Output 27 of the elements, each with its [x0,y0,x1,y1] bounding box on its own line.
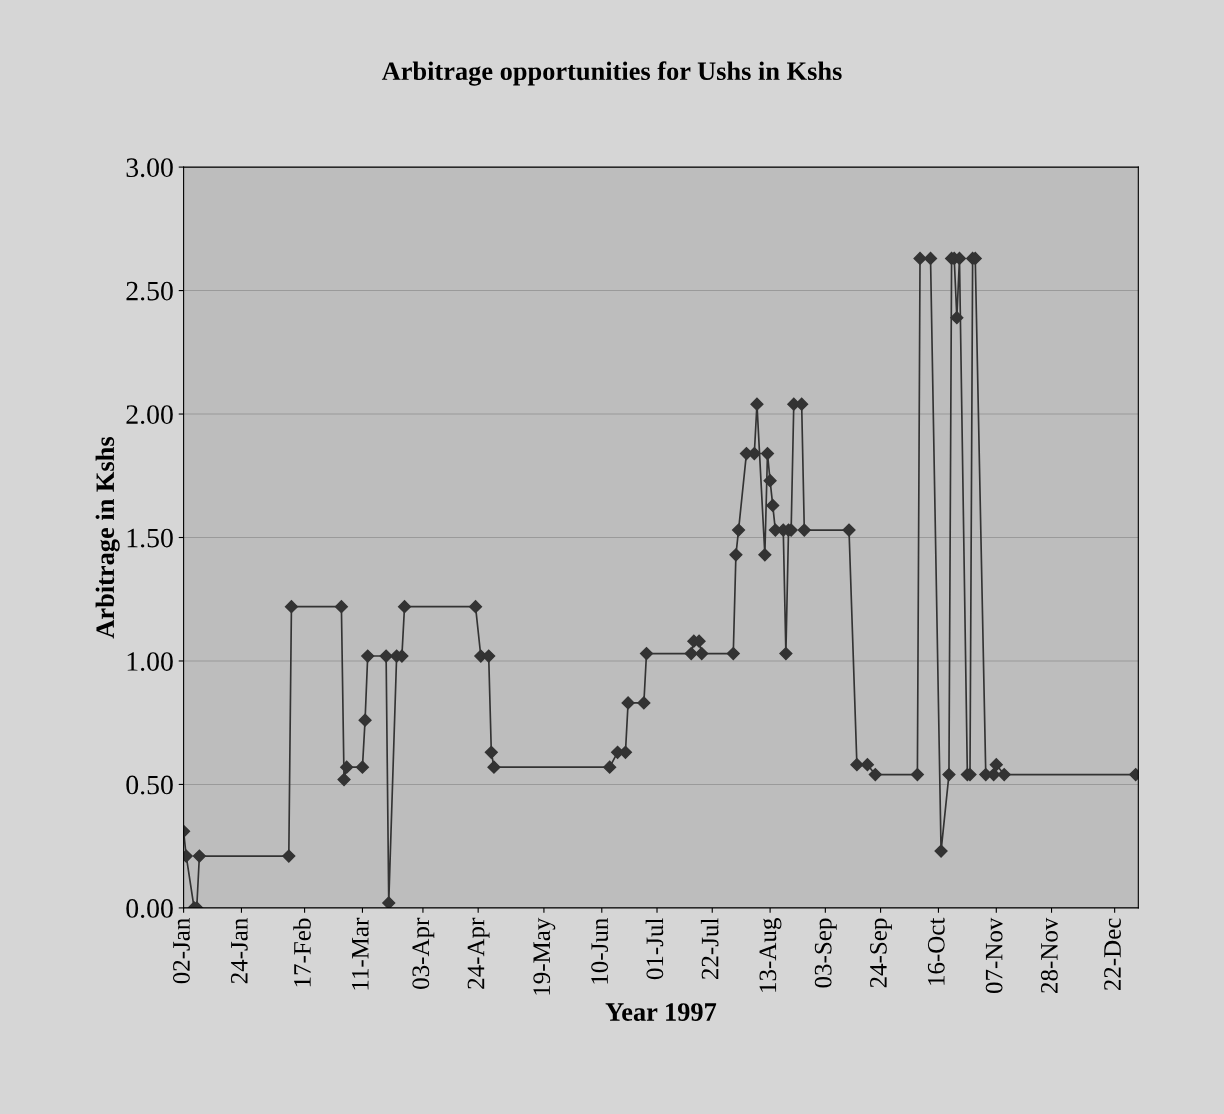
y-tick-label: 0.50 [126,775,173,795]
x-tick-label: 24-Jan [230,918,248,984]
x-tick-label: 10-Jun [591,918,609,984]
x-tick-label: 17-Feb [293,918,311,987]
x-tick-label: 11-Mar [351,917,369,990]
y-tick-label: 3.00 [126,158,173,178]
y-tick-label: 2.50 [126,281,173,301]
y-tick-label: 1.50 [127,528,173,548]
y-tick-label: 2.00 [126,405,173,425]
y-tick-label: 0.00 [126,899,173,918]
x-tick-label: 03-Apr [412,917,435,989]
x-tick-label: 19-May [533,917,556,995]
chart-title: Arbitrage opportunities for Ushs in Kshs [381,61,842,86]
x-tick-label: 22-Dec [1104,918,1121,991]
x-tick-label: 13-Aug [759,918,782,992]
x-tick-label: 24-Sep [870,918,892,988]
x-tick-label: 16-Oct [927,917,945,985]
x-tick-label: 02-Jan [172,918,190,984]
x-tick-label: 28-Nov [1040,917,1058,993]
y-axis-title: Arbitrage in Kshs [95,436,120,639]
x-tick-label: 24-Apr [467,917,490,989]
x-tick-label: 01-Jul [645,918,664,980]
y-tick-label: 1.00 [127,652,173,672]
x-axis-title: Year 1997 [605,1003,717,1021]
x-tick-label: 07-Nov [985,917,1003,994]
x-tick-label: 03-Sep [814,918,837,988]
x-tick-label: 22-Jul [700,918,719,980]
